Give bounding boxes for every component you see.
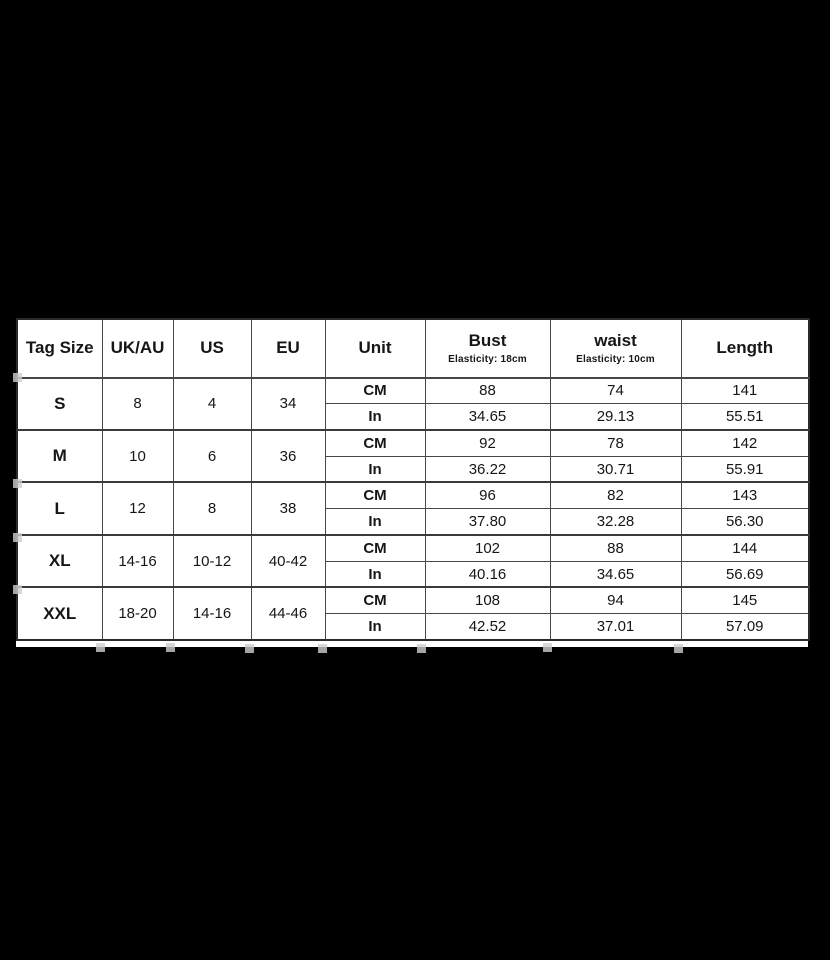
header-bust: Bust Elasticity: 18cm xyxy=(424,318,551,379)
table-row: L 12 8 38 CM 96 82 143 xyxy=(16,481,810,536)
us-cell: 14-16 xyxy=(172,586,252,641)
size-cell: L xyxy=(16,481,103,536)
header-eu: EU xyxy=(250,318,326,379)
eu-cell: 34 xyxy=(250,376,326,431)
header-waist: waist Elasticity: 10cm xyxy=(549,318,682,379)
waist-cell: 94 xyxy=(549,586,682,615)
bust-cell: 88 xyxy=(424,376,551,405)
unit-cell: In xyxy=(324,508,426,536)
length-cell: 141 xyxy=(680,376,810,405)
unit-cell: In xyxy=(324,455,426,483)
size-chart-panel: Tag Size UK/AU US EU Unit Bust Elasticit… xyxy=(16,318,810,647)
ukau-cell: 8 xyxy=(101,376,174,431)
unit-cell: CM xyxy=(324,376,426,405)
ukau-cell: 18-20 xyxy=(101,586,174,641)
waist-cell: 82 xyxy=(549,481,682,510)
length-cell: 145 xyxy=(680,586,810,615)
header-bust-note: Elasticity: 18cm xyxy=(448,354,527,366)
bust-cell: 42.52 xyxy=(424,613,551,641)
length-cell: 57.09 xyxy=(680,613,810,641)
artifact-mark xyxy=(13,533,22,542)
unit-cell: CM xyxy=(324,429,426,457)
artifact-mark xyxy=(674,644,683,653)
unit-cell: CM xyxy=(324,586,426,615)
table-row: XXL 18-20 14-16 44-46 CM 108 94 145 xyxy=(16,586,810,641)
ukau-cell: 14-16 xyxy=(101,533,174,588)
table-header-row: Tag Size UK/AU US EU Unit Bust Elasticit… xyxy=(16,318,810,379)
length-cell: 144 xyxy=(680,533,810,562)
eu-cell: 44-46 xyxy=(250,586,326,641)
bust-cell: 36.22 xyxy=(424,455,551,483)
bust-cell: 37.80 xyxy=(424,508,551,536)
ukau-cell: 12 xyxy=(101,481,174,536)
unit-cell: In xyxy=(324,613,426,641)
header-uk-au: UK/AU xyxy=(101,318,174,379)
unit-cell: CM xyxy=(324,481,426,510)
size-cell: XXL xyxy=(16,586,103,641)
artifact-mark xyxy=(96,643,105,652)
unit-cell: CM xyxy=(324,533,426,562)
unit-cell: In xyxy=(324,403,426,431)
size-cell: S xyxy=(16,376,103,431)
size-cell: XL xyxy=(16,533,103,588)
table-row: In 36.22 30.71 55.91 xyxy=(17,455,810,483)
bust-cell: 40.16 xyxy=(424,560,551,588)
header-length: Length xyxy=(680,318,810,379)
waist-cell: 78 xyxy=(549,429,682,457)
size-chart-table: Tag Size UK/AU US EU Unit Bust Elasticit… xyxy=(16,318,810,641)
bust-cell: 34.65 xyxy=(424,403,551,431)
table-row: In 42.52 37.01 57.09 xyxy=(17,613,810,641)
eu-cell: 40-42 xyxy=(250,533,326,588)
artifact-mark xyxy=(318,644,327,653)
us-cell: 8 xyxy=(172,481,252,536)
size-cell: M xyxy=(16,429,103,483)
artifact-mark xyxy=(13,479,22,488)
length-cell: 55.91 xyxy=(680,455,810,483)
us-cell: 10-12 xyxy=(172,533,252,588)
bust-cell: 108 xyxy=(424,586,551,615)
waist-cell: 30.71 xyxy=(549,455,682,483)
header-us: US xyxy=(172,318,252,379)
length-cell: 55.51 xyxy=(680,403,810,431)
unit-cell: In xyxy=(324,560,426,588)
eu-cell: 38 xyxy=(250,481,326,536)
waist-cell: 37.01 xyxy=(549,613,682,641)
eu-cell: 36 xyxy=(250,429,326,483)
us-cell: 6 xyxy=(172,429,252,483)
ukau-cell: 10 xyxy=(101,429,174,483)
bust-cell: 92 xyxy=(424,429,551,457)
table-row: XL 14-16 10-12 40-42 CM 102 88 144 xyxy=(16,533,810,588)
table-row: In 37.80 32.28 56.30 xyxy=(17,508,810,536)
waist-cell: 88 xyxy=(549,533,682,562)
header-waist-label: waist xyxy=(594,331,637,351)
waist-cell: 32.28 xyxy=(549,508,682,536)
table-row: In 40.16 34.65 56.69 xyxy=(17,560,810,588)
header-unit: Unit xyxy=(324,318,426,379)
header-waist-note: Elasticity: 10cm xyxy=(576,354,655,366)
length-cell: 56.30 xyxy=(680,508,810,536)
bust-cell: 102 xyxy=(424,533,551,562)
waist-cell: 29.13 xyxy=(549,403,682,431)
table-row: In 34.65 29.13 55.51 xyxy=(17,403,810,431)
header-bust-label: Bust xyxy=(468,331,507,351)
artifact-mark xyxy=(13,373,22,382)
table-row: M 10 6 36 CM 92 78 142 xyxy=(16,429,810,483)
artifact-mark xyxy=(166,643,175,652)
length-cell: 143 xyxy=(680,481,810,510)
waist-cell: 34.65 xyxy=(549,560,682,588)
us-cell: 4 xyxy=(172,376,252,431)
artifact-mark xyxy=(543,643,552,652)
artifact-mark xyxy=(417,644,426,653)
length-cell: 142 xyxy=(680,429,810,457)
bust-cell: 96 xyxy=(424,481,551,510)
header-tag-size: Tag Size xyxy=(16,318,103,379)
length-cell: 56.69 xyxy=(680,560,810,588)
artifact-mark xyxy=(13,585,22,594)
waist-cell: 74 xyxy=(549,376,682,405)
table-row: S 8 4 34 CM 88 74 141 xyxy=(16,376,810,431)
artifact-mark xyxy=(245,644,254,653)
